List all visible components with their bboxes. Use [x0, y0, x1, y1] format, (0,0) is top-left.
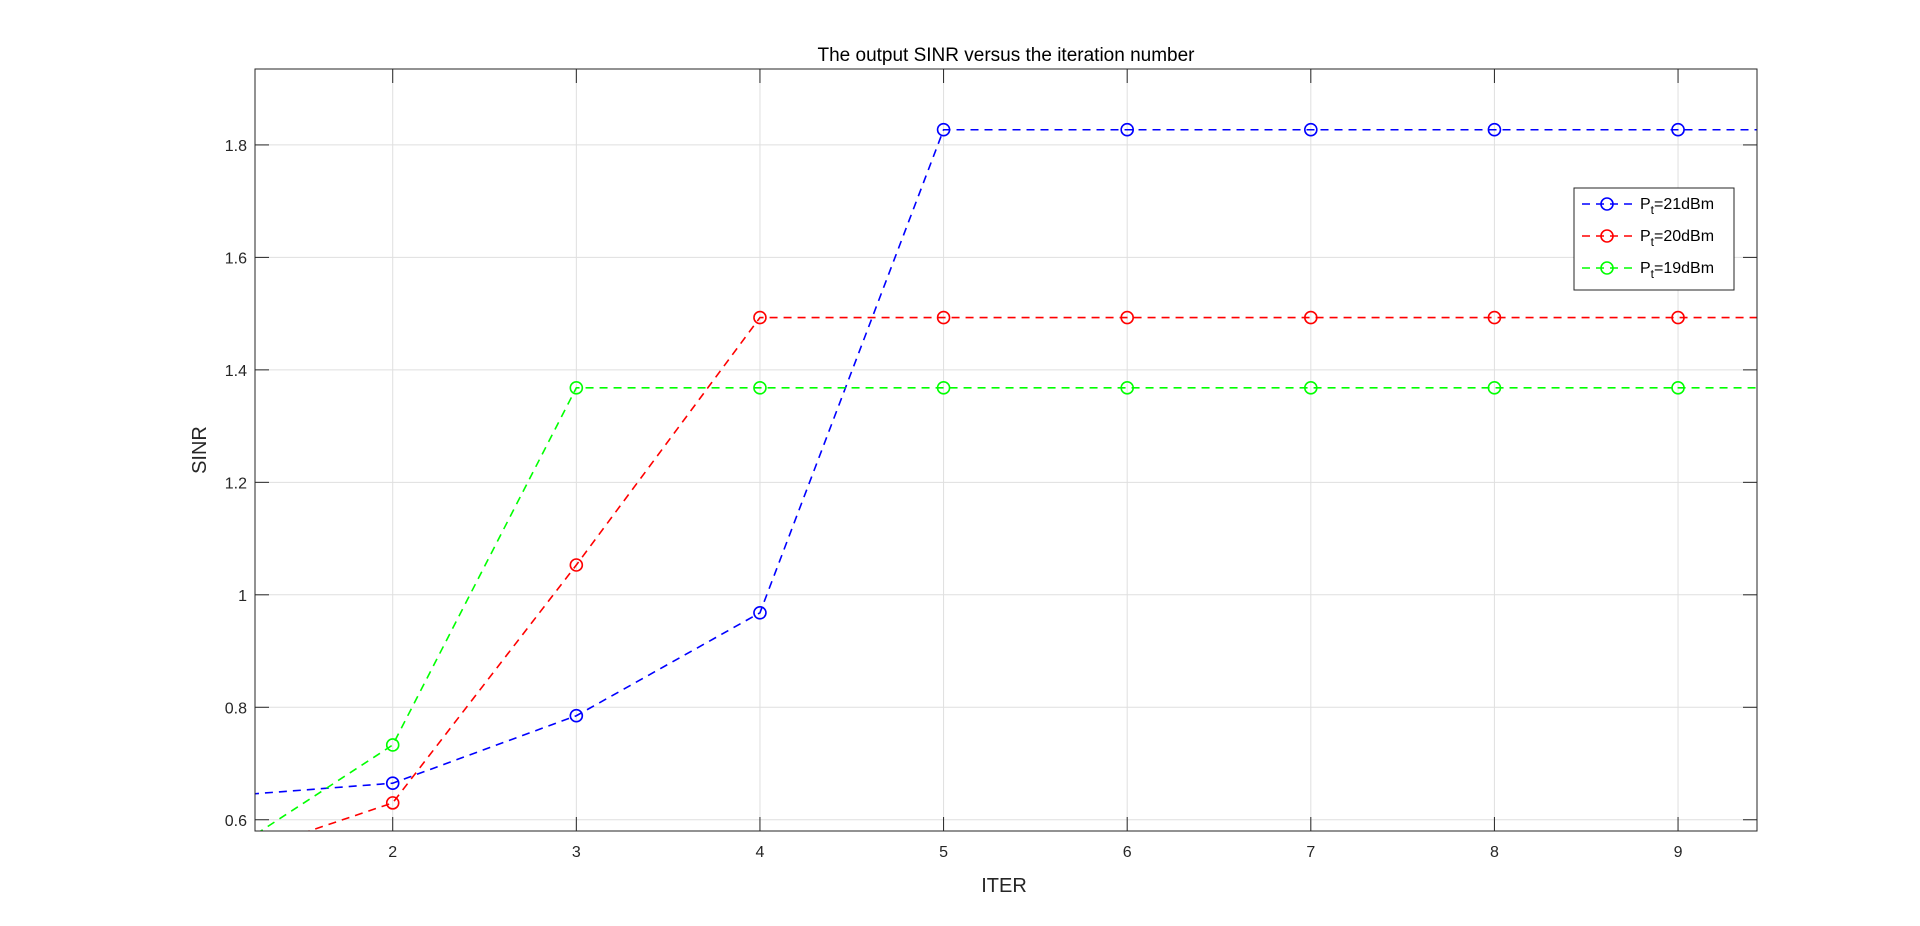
- x-tick-label: 6: [1123, 844, 1132, 861]
- plot-area: [255, 69, 1757, 831]
- data-point: [1671, 381, 1685, 395]
- data-point: [1304, 310, 1318, 325]
- data-point: [385, 738, 400, 752]
- y-tick-label: 0.8: [225, 700, 247, 717]
- y-tick-label: 1.2: [225, 475, 247, 492]
- x-tick-label: 3: [572, 844, 581, 861]
- x-tick-label: 5: [939, 844, 948, 861]
- series-line: [255, 128, 1757, 795]
- axes-box: [254, 68, 1758, 832]
- x-axis-label: ITER: [981, 875, 1027, 897]
- legend-marker: [1600, 261, 1614, 275]
- data-point: [753, 606, 767, 620]
- x-tick-label: 9: [1674, 844, 1683, 861]
- data-point: [385, 776, 400, 790]
- y-tick-label: 1.4: [225, 363, 247, 380]
- data-point: [1487, 122, 1502, 137]
- x-tick-label: 7: [1306, 844, 1315, 861]
- x-tick-label: 4: [755, 844, 764, 861]
- y-axis-label: SINR: [189, 426, 211, 474]
- legend-label: Pt=21dBm: [1640, 196, 1714, 217]
- data-point: [936, 310, 951, 325]
- data-point: [385, 796, 400, 810]
- ticks: [255, 69, 1757, 831]
- legend-marker: [1600, 229, 1614, 243]
- series-2: [306, 310, 1757, 831]
- data-point: [1304, 122, 1318, 137]
- legend-entry: Pt=20dBm: [1582, 228, 1714, 249]
- legend-entry: Pt=19dBm: [1582, 260, 1714, 281]
- series-1: [255, 122, 1757, 795]
- series-line: [306, 316, 1757, 831]
- y-tick-label: 0.6: [225, 813, 247, 830]
- legend-entry: Pt=21dBm: [1582, 196, 1714, 217]
- chart-title: The output SINR versus the iteration num…: [817, 45, 1195, 66]
- data-point: [1487, 381, 1502, 395]
- series-group: [255, 122, 1757, 831]
- data-point: [569, 708, 584, 723]
- data-point: [569, 381, 584, 395]
- data-point: [1120, 122, 1134, 137]
- data-point: [936, 381, 951, 395]
- legend: Pt=21dBm Pt=20dBm Pt=19dBm: [1573, 187, 1735, 291]
- x-tick-label: 8: [1490, 844, 1499, 861]
- legend-label: Pt=20dBm: [1640, 228, 1714, 249]
- data-point: [936, 122, 951, 137]
- data-point: [1304, 381, 1318, 395]
- legend-marker: [1600, 197, 1614, 211]
- x-tick-label: 2: [388, 844, 397, 861]
- data-point: [1671, 122, 1685, 137]
- data-point: [753, 310, 767, 325]
- series-line: [259, 387, 1757, 831]
- data-point: [1671, 310, 1685, 325]
- tick-labels: 2 3 4 5 6 7 8 9 0.6 0.8 1 1.2 1.4 1.6 1.8: [225, 138, 1683, 861]
- data-point: [1120, 381, 1134, 395]
- y-tick-label: 1: [238, 588, 247, 605]
- y-tick-label: 1.8: [225, 138, 247, 155]
- data-point: [1120, 310, 1134, 325]
- data-point: [753, 381, 767, 395]
- legend-entries: Pt=21dBm Pt=20dBm Pt=19dBm: [1582, 196, 1714, 281]
- series-3: [259, 381, 1757, 831]
- legend-label: Pt=19dBm: [1640, 260, 1714, 281]
- data-point: [1487, 310, 1502, 325]
- data-point: [569, 558, 584, 572]
- y-tick-label: 1.6: [225, 250, 247, 267]
